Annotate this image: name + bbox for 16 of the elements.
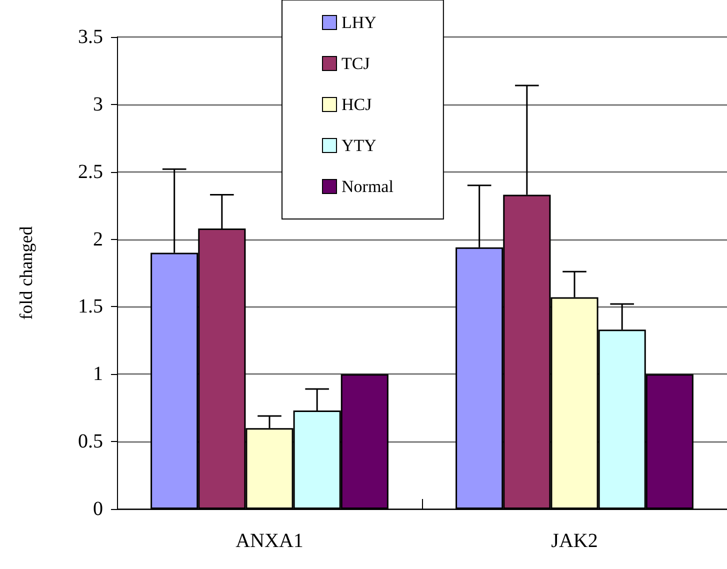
y-tick-label: 1.5 xyxy=(78,296,103,318)
x-tick-label: JAK2 xyxy=(551,530,598,552)
y-axis-title: fold changed xyxy=(16,226,36,320)
y-tick-label: 0 xyxy=(93,498,103,520)
x-tick-label: ANXA1 xyxy=(236,530,304,552)
y-tick-label: 3 xyxy=(93,93,103,116)
y-tick-label: 3.5 xyxy=(78,26,103,48)
y-tick-label: 2.5 xyxy=(78,160,103,183)
legend-label: TCJ xyxy=(342,54,370,73)
y-tick-label: 2 xyxy=(93,228,103,250)
y-tick-label: 0.5 xyxy=(78,430,103,453)
y-tick-label: 1 xyxy=(93,363,103,386)
legend-label: LHY xyxy=(342,13,376,32)
legend-label: Normal xyxy=(342,177,394,196)
legend-label: YTY xyxy=(342,136,376,155)
legend-label: HCJ xyxy=(342,95,372,114)
